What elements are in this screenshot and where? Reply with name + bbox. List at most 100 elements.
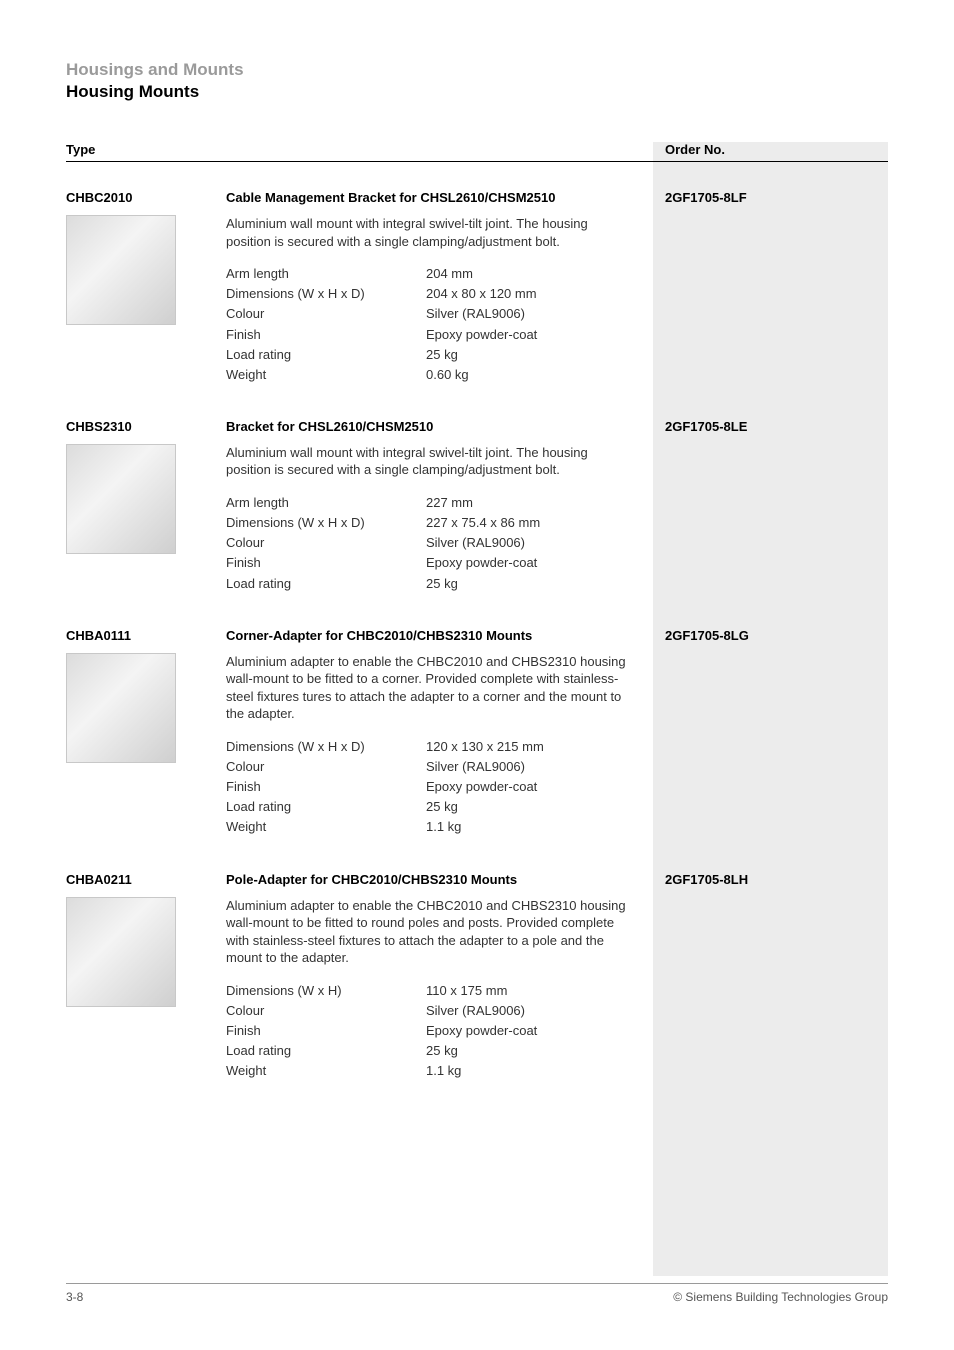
specs-values: 120 x 130 x 215 mmSilver (RAL9006)Epoxy … [426,737,633,838]
order-number: 2GF1705-8LG [665,628,888,643]
spec-value: 1.1 kg [426,1061,633,1081]
col-mid: Pole-Adapter for CHBC2010/CHBS2310 Mount… [226,872,653,1082]
product-title: Corner-Adapter for CHBC2010/CHBS2310 Mou… [226,628,633,643]
spec-value: 1.1 kg [426,817,633,837]
spec-label: Arm length [226,493,426,513]
spec-value: 25 kg [426,797,633,817]
product-description: Aluminium adapter to enable the CHBC2010… [226,653,633,723]
spec-label: Colour [226,304,426,324]
type-label: CHBA0111 [66,628,226,643]
products-container: CHBC2010Cable Management Bracket for CHS… [66,190,888,1082]
product-thumbnail [66,444,176,554]
order-number: 2GF1705-8LH [665,872,888,887]
product-row: CHBA0111Corner-Adapter for CHBC2010/CHBS… [66,628,888,838]
spec-label: Colour [226,533,426,553]
header-category: Housings and Mounts [66,60,888,80]
product-description: Aluminium adapter to enable the CHBC2010… [226,897,633,967]
spec-value: 204 x 80 x 120 mm [426,284,633,304]
spec-label: Dimensions (W x H x D) [226,284,426,304]
spec-label: Finish [226,777,426,797]
specs-values: 110 x 175 mmSilver (RAL9006)Epoxy powder… [426,981,633,1082]
spec-label: Dimensions (W x H x D) [226,737,426,757]
spec-value: 25 kg [426,1041,633,1061]
spec-value: Silver (RAL9006) [426,304,633,324]
specs-labels: Dimensions (W x H x D)ColourFinishLoad r… [226,737,426,838]
product-description: Aluminium wall mount with integral swive… [226,215,633,250]
specs-labels: Arm lengthDimensions (W x H x D)ColourFi… [226,264,426,385]
type-label: CHBA0211 [66,872,226,887]
product-thumbnail [66,215,176,325]
product-row: CHBS2310Bracket for CHSL2610/CHSM2510 Alu… [66,419,888,594]
col-order: 2GF1705-8LH [653,872,888,1082]
spec-label: Dimensions (W x H x D) [226,513,426,533]
spec-label: Load rating [226,797,426,817]
spec-label: Colour [226,757,426,777]
spec-label: Weight [226,1061,426,1081]
specs-table: Arm lengthDimensions (W x H x D)ColourFi… [226,493,633,594]
spec-value: Epoxy powder-coat [426,325,633,345]
type-label: CHBS2310 [66,419,226,434]
spec-value: 227 mm [426,493,633,513]
product-thumbnail [66,653,176,763]
spacer [66,1116,888,1276]
spec-label: Load rating [226,574,426,594]
col-header-mid [226,142,653,157]
spec-label: Arm length [226,264,426,284]
product-row: CHBA0211Pole-Adapter for CHBC2010/CHBS23… [66,872,888,1082]
spec-value: Epoxy powder-coat [426,777,633,797]
product-thumbnail [66,897,176,1007]
specs-labels: Arm lengthDimensions (W x H x D)ColourFi… [226,493,426,594]
specs-labels: Dimensions (W x H)ColourFinishLoad ratin… [226,981,426,1082]
spec-value: Silver (RAL9006) [426,533,633,553]
spec-value: 25 kg [426,574,633,594]
header-title: Housing Mounts [66,82,888,102]
specs-values: 227 mm227 x 75.4 x 86 mmSilver (RAL9006)… [426,493,633,594]
spec-value: 0.60 kg [426,365,633,385]
product-title: Cable Management Bracket for CHSL2610/CH… [226,190,633,205]
specs-table: Dimensions (W x H x D)ColourFinishLoad r… [226,737,633,838]
spec-label: Colour [226,1001,426,1021]
product-title: Bracket for CHSL2610/CHSM2510 [226,419,633,434]
col-order: 2GF1705-8LE [653,419,888,594]
footer-copyright: © Siemens Building Technologies Group [673,1290,888,1304]
page-footer: 3-8 © Siemens Building Technologies Grou… [66,1283,888,1304]
spec-value: Epoxy powder-coat [426,1021,633,1041]
spec-label: Finish [226,553,426,573]
spec-value: 120 x 130 x 215 mm [426,737,633,757]
col-order: 2GF1705-8LG [653,628,888,838]
spec-value: Silver (RAL9006) [426,757,633,777]
table-header-row: Type Order No. [66,142,888,162]
spec-value: Epoxy powder-coat [426,553,633,573]
spec-label: Load rating [226,1041,426,1061]
spec-value: 25 kg [426,345,633,365]
product-title: Pole-Adapter for CHBC2010/CHBS2310 Mount… [226,872,633,887]
specs-table: Arm lengthDimensions (W x H x D)ColourFi… [226,264,633,385]
col-type: CHBC2010 [66,190,226,385]
specs-values: 204 mm204 x 80 x 120 mmSilver (RAL9006)E… [426,264,633,385]
spec-label: Dimensions (W x H) [226,981,426,1001]
spec-value: Silver (RAL9006) [426,1001,633,1021]
spec-value: 204 mm [426,264,633,284]
product-description: Aluminium wall mount with integral swive… [226,444,633,479]
col-type: CHBA0211 [66,872,226,1082]
spec-label: Finish [226,325,426,345]
col-header-order: Order No. [653,142,888,157]
col-mid: Bracket for CHSL2610/CHSM2510 Aluminium w… [226,419,653,594]
spec-label: Weight [226,365,426,385]
col-header-type: Type [66,142,226,157]
spec-value: 227 x 75.4 x 86 mm [426,513,633,533]
spec-value: 110 x 175 mm [426,981,633,1001]
type-label: CHBC2010 [66,190,226,205]
footer-page: 3-8 [66,1290,83,1304]
product-row: CHBC2010Cable Management Bracket for CHS… [66,190,888,385]
col-type: CHBA0111 [66,628,226,838]
col-mid: Corner-Adapter for CHBC2010/CHBS2310 Mou… [226,628,653,838]
col-order: 2GF1705-8LF [653,190,888,385]
col-type: CHBS2310 [66,419,226,594]
spec-label: Load rating [226,345,426,365]
spec-label: Weight [226,817,426,837]
specs-table: Dimensions (W x H)ColourFinishLoad ratin… [226,981,633,1082]
spec-label: Finish [226,1021,426,1041]
order-number: 2GF1705-8LE [665,419,888,434]
order-number: 2GF1705-8LF [665,190,888,205]
